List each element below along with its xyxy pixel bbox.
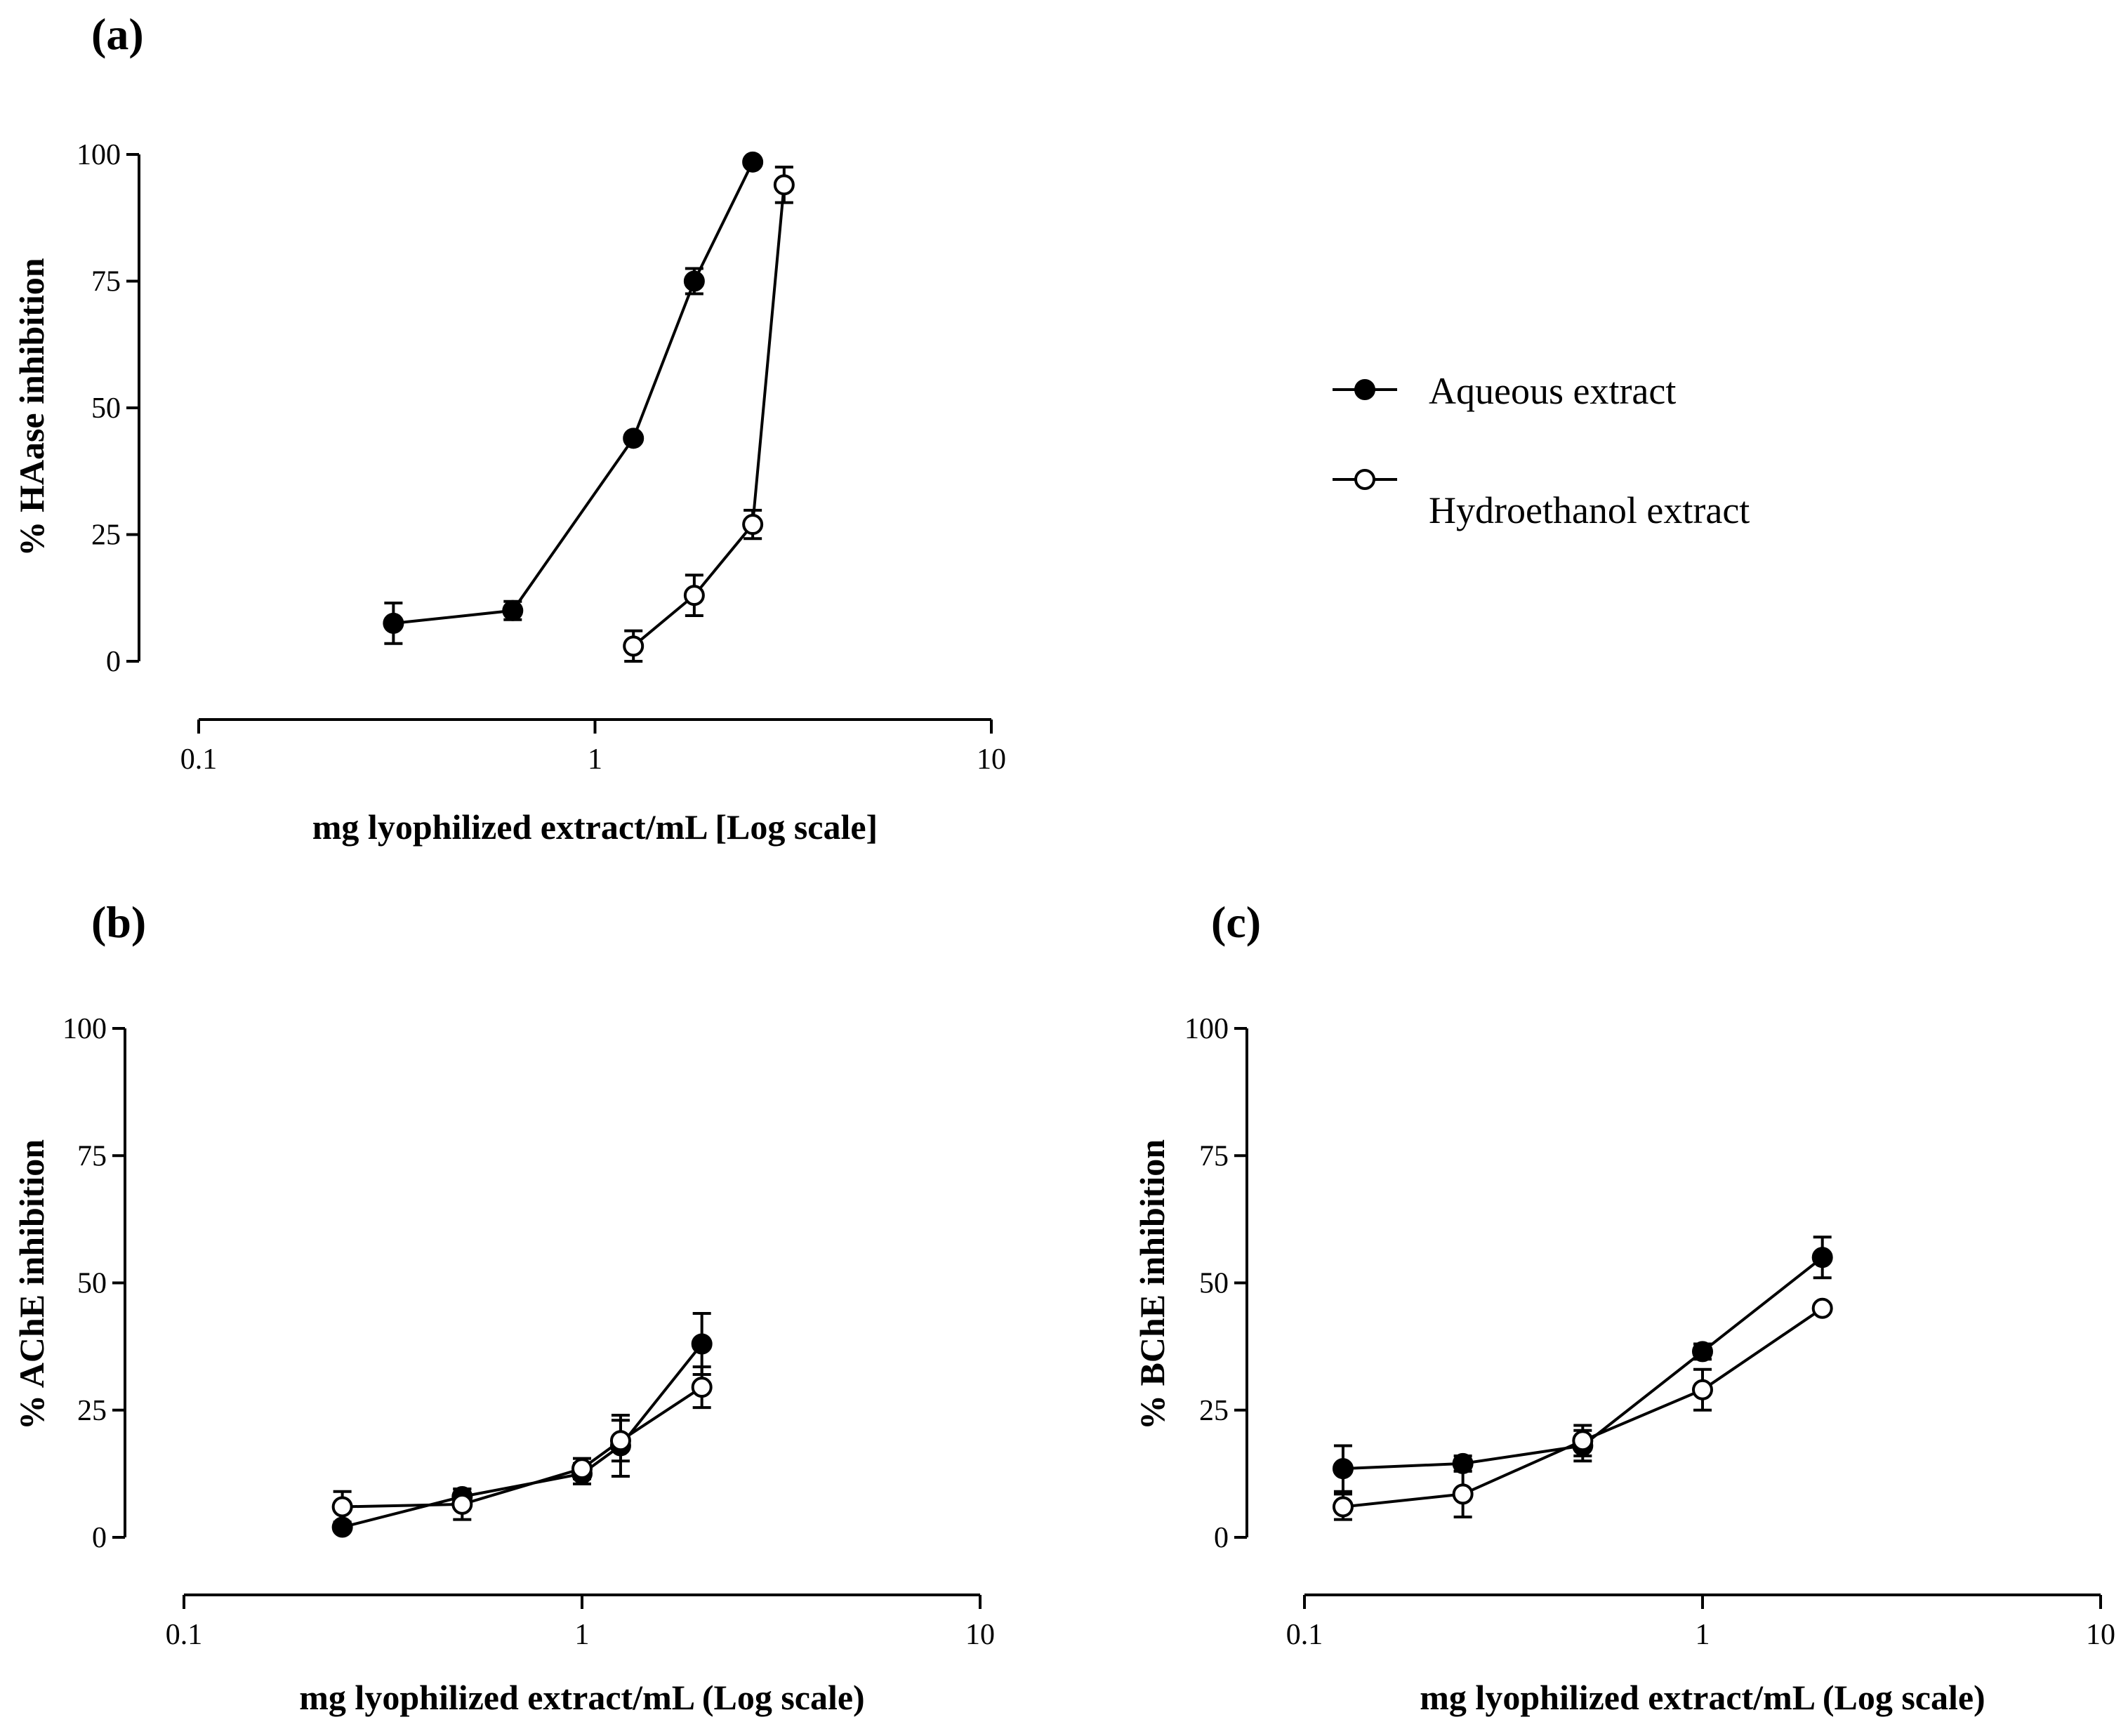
panel-a: (a) 0 25 50 75 100 0.1 1 10 mg lyophilized extra…	[12, 9, 1006, 847]
panel-b: (b) 0 25 50 75 100 0.1 1 10 mg lyophilized extra…	[12, 897, 995, 1717]
series-line-hydroethanol	[342, 1386, 703, 1509]
x-axis-title: mg lyophilized extract/mL (Log scale)	[299, 1678, 864, 1717]
data-point-hydroethanol	[1332, 1496, 1354, 1518]
data-point-hydroethanol	[1452, 1483, 1474, 1505]
data-point-hydroethanol	[683, 585, 705, 607]
x-tick-label: 0.1	[1286, 1619, 1323, 1651]
plot-b: 0 25 50 75 100 0.1 1 10 mg lyophilized extract/m…	[12, 1013, 995, 1717]
x-tick-label: 1	[1696, 1619, 1710, 1651]
data-point-aqueous	[502, 599, 524, 621]
data-point-aqueous	[383, 612, 404, 634]
legend-item-hydroethanol: Hydroethanol extract	[1333, 469, 1750, 531]
data-point-aqueous	[623, 428, 645, 449]
x-axis-title: mg lyophilized extract/mL [Log scale]	[312, 807, 878, 847]
panel-label-c: (c)	[1211, 897, 1261, 947]
panel-c: (c) 0 25 50 75 100 0.1 1 10 mg lyophilized extra…	[1132, 897, 2115, 1717]
y-tick-label: 50	[1199, 1268, 1229, 1300]
legend: Aqueous extract Hydroethanol extract	[1333, 370, 1750, 531]
series-line-hydroethanol	[1342, 1307, 1823, 1509]
legend-label-hydroethanol: Hydroethanol extract	[1429, 489, 1750, 531]
y-axis-title: % AChE inhibition	[12, 1139, 51, 1430]
panel-label-b: (b)	[91, 897, 146, 947]
x-tick-label: 10	[2086, 1619, 2115, 1651]
y-tick-label: 25	[77, 1395, 107, 1427]
y-tick-label: 100	[1184, 1013, 1229, 1045]
y-tick-label: 25	[1199, 1395, 1229, 1427]
data-point-hydroethanol	[331, 1496, 353, 1518]
data-point-hydroethanol	[1692, 1379, 1713, 1400]
series-line-hydroethanol	[632, 185, 786, 647]
y-tick-label: 50	[91, 392, 121, 425]
y-tick-label: 0	[92, 1522, 107, 1554]
plot-a: 0 25 50 75 100 0.1 1 10 mg lyophilized extract/m…	[12, 139, 1006, 847]
data-point-aqueous	[1332, 1458, 1354, 1480]
data-point-hydroethanol	[773, 174, 795, 196]
data-point-hydroethanol	[451, 1493, 473, 1515]
x-tick-label: 10	[977, 743, 1006, 776]
legend-marker-open-circle	[1354, 469, 1375, 490]
y-tick-label: 100	[62, 1013, 107, 1045]
x-tick-label: 0.1	[166, 1619, 203, 1651]
y-axis-title: % HAase inhibition	[12, 258, 51, 556]
data-point-hydroethanol	[609, 1430, 631, 1452]
data-point-hydroethanol	[623, 635, 645, 657]
y-tick-label: 75	[77, 1140, 107, 1172]
data-point-aqueous	[1811, 1247, 1833, 1268]
series-line-aqueous	[393, 161, 754, 625]
x-tick-label: 0.1	[180, 743, 218, 776]
x-tick-label: 10	[965, 1619, 995, 1651]
plot-c: 0 25 50 75 100 0.1 1 10 mg lyophilized extract/m…	[1132, 1013, 2115, 1717]
x-tick-label: 1	[588, 743, 602, 776]
y-tick-label: 25	[91, 519, 121, 552]
legend-label-aqueous: Aqueous extract	[1429, 370, 1676, 412]
y-tick-label: 50	[77, 1268, 107, 1300]
data-point-aqueous	[683, 270, 705, 292]
y-tick-label: 0	[1214, 1522, 1229, 1554]
y-tick-label: 75	[91, 266, 121, 298]
data-point-hydroethanol	[742, 514, 764, 536]
panel-label-a: (a)	[91, 9, 144, 59]
x-axis-title: mg lyophilized extract/mL (Log scale)	[1420, 1678, 1985, 1717]
data-point-aqueous	[691, 1333, 713, 1355]
y-axis-title: % BChE inhibition	[1132, 1139, 1172, 1430]
data-point-hydroethanol	[691, 1377, 713, 1398]
x-tick-label: 1	[575, 1619, 590, 1651]
legend-item-aqueous: Aqueous extract	[1333, 370, 1676, 412]
data-point-aqueous	[742, 151, 764, 173]
data-point-aqueous	[1692, 1341, 1713, 1363]
legend-marker-filled-circle	[1354, 379, 1375, 400]
data-point-hydroethanol	[571, 1458, 593, 1480]
y-tick-label: 75	[1199, 1140, 1229, 1172]
y-tick-label: 0	[106, 646, 121, 678]
data-point-hydroethanol	[1572, 1430, 1594, 1452]
series-line-aqueous	[342, 1343, 703, 1529]
data-point-hydroethanol	[1811, 1297, 1833, 1319]
y-tick-label: 100	[77, 139, 121, 171]
